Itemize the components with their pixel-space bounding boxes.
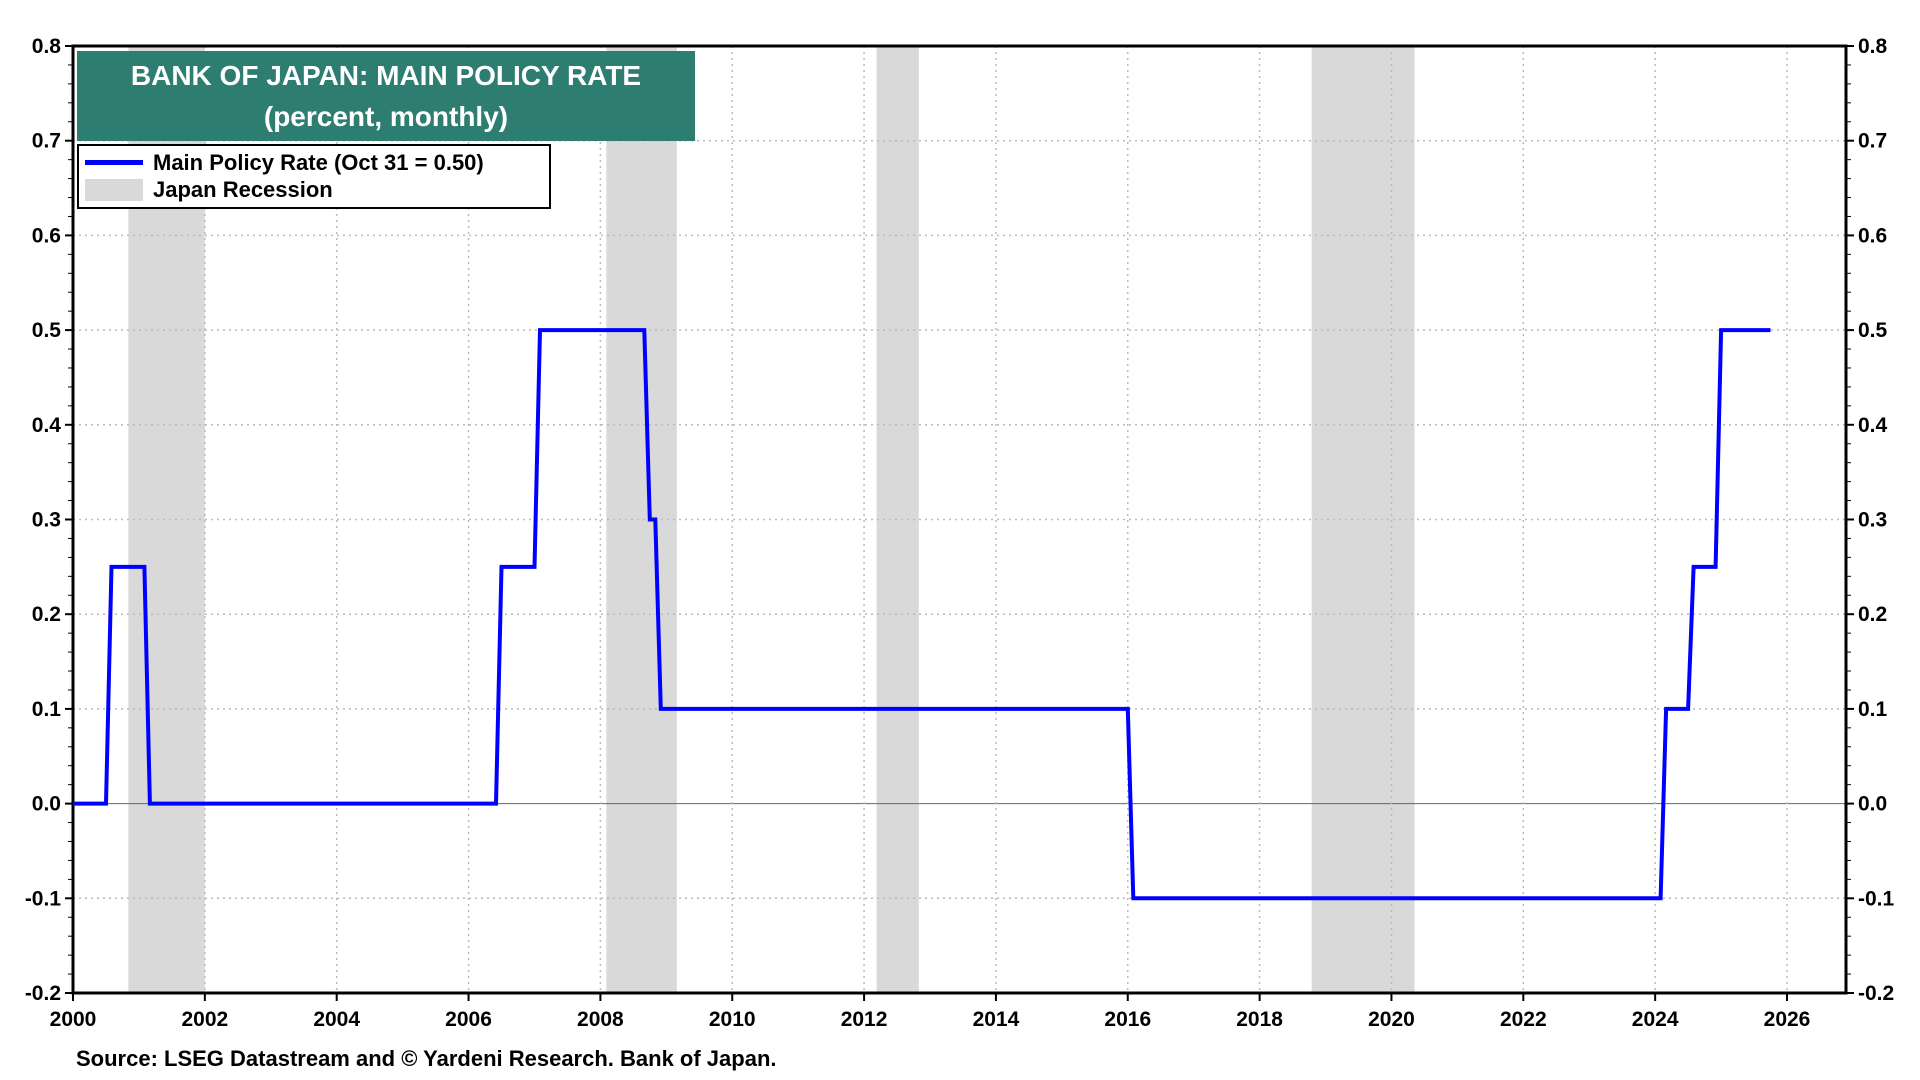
x-tick-label: 2014: [973, 1008, 1020, 1031]
plot-frame: [71, 44, 1848, 995]
x-tick-label: 2016: [1104, 1008, 1151, 1031]
x-tick-label: 2000: [50, 1008, 97, 1031]
y-tick-label-right: 0.7: [1858, 130, 1887, 153]
x-tick-label: 2010: [709, 1008, 756, 1031]
legend-item-recession: Japan Recession: [85, 176, 549, 203]
x-tick-label: 2008: [577, 1008, 624, 1031]
x-tick-label: 2012: [841, 1008, 888, 1031]
y-tick-label-right: 0.3: [1858, 509, 1887, 532]
chart-title-box: BANK OF JAPAN: MAIN POLICY RATE (percent…: [77, 51, 695, 141]
y-tick-label-left: 0.3: [32, 509, 61, 532]
x-tick-label: 2020: [1368, 1008, 1415, 1031]
y-tick-label-left: 0.4: [32, 414, 62, 437]
x-tick-label: 2024: [1632, 1008, 1679, 1031]
x-tick-label: 2004: [313, 1008, 360, 1031]
y-tick-label-right: 0.2: [1858, 603, 1887, 626]
y-tick-label-left: 0.6: [32, 224, 61, 247]
y-tick-label-left: 0.5: [32, 319, 62, 342]
recession-band: [606, 46, 677, 993]
y-tick-label-left: 0.8: [32, 35, 62, 58]
y-tick-label-left: 0.1: [32, 698, 62, 721]
y-tick-label-right: 0.8: [1858, 35, 1888, 58]
recession-band: [876, 46, 919, 993]
legend: Main Policy Rate (Oct 31 = 0.50) Japan R…: [77, 144, 551, 209]
chart-title: BANK OF JAPAN: MAIN POLICY RATE: [130, 60, 642, 91]
x-tick-label: 2018: [1236, 1008, 1283, 1031]
y-tick-label-right: 0.1: [1858, 698, 1888, 721]
source-note: Source: LSEG Datastream and © Yardeni Re…: [76, 1046, 777, 1071]
x-tick-label: 2022: [1500, 1008, 1547, 1031]
series: [73, 328, 1771, 901]
legend-swatch-box: [85, 178, 143, 201]
y-tick-label-right: 0.4: [1858, 414, 1888, 437]
y-tick-label-left: 0.0: [32, 793, 61, 816]
x-tick-label: 2006: [445, 1008, 492, 1031]
legend-item-policy-rate: Main Policy Rate (Oct 31 = 0.50): [85, 149, 549, 176]
y-tick-label-right: -0.1: [1858, 887, 1895, 910]
series-line-main-policy-rate: [73, 328, 1771, 901]
y-tick-label-right: -0.2: [1858, 982, 1894, 1005]
x-tick-label: 2002: [181, 1008, 228, 1031]
legend-swatch-line: [85, 160, 143, 165]
y-tick-label-left: -0.2: [25, 982, 61, 1005]
y-tick-label-right: 0.5: [1858, 319, 1888, 342]
legend-label: Main Policy Rate (Oct 31 = 0.50): [153, 149, 484, 175]
y-tick-label-left: 0.7: [32, 130, 61, 153]
y-tick-label-right: 0.0: [1858, 793, 1887, 816]
axes: 0.8 0.8 0.7 0.7 0.6 0.6 0.5 0.5 0.4 0.4 0.3 0.3 0.2 0…: [25, 35, 1895, 1031]
chart-subtitle: (percent, monthly): [263, 101, 509, 132]
legend-label: Japan Recession: [153, 176, 333, 202]
x-tick-label: 2026: [1764, 1008, 1811, 1031]
y-tick-label-right: 0.6: [1858, 224, 1887, 247]
y-tick-label-left: 0.2: [32, 603, 61, 626]
y-tick-label-left: -0.1: [25, 887, 62, 910]
